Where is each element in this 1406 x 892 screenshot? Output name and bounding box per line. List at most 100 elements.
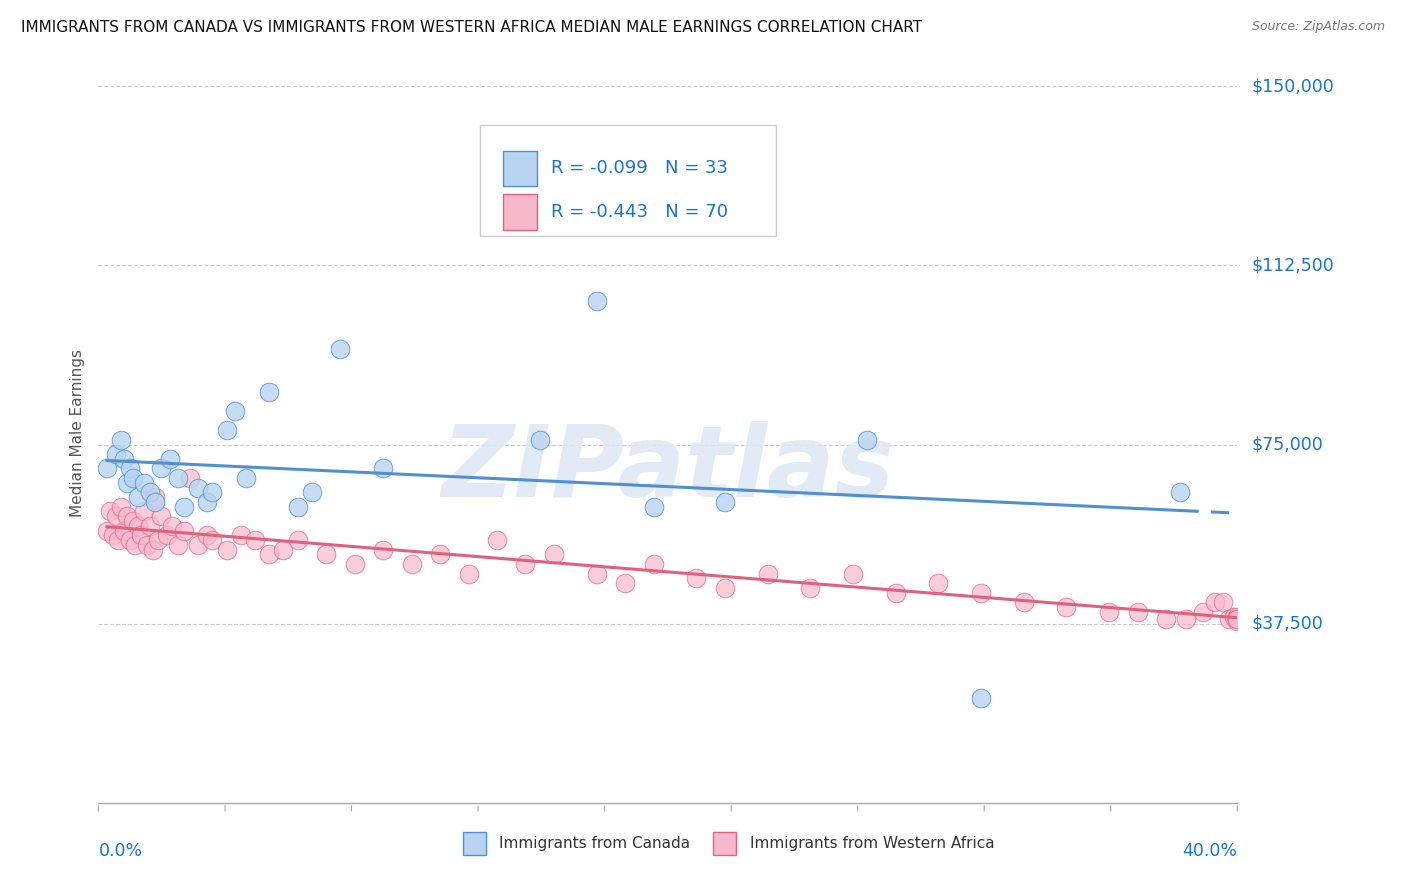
Point xyxy=(138,518,160,533)
Text: Immigrants from Canada: Immigrants from Canada xyxy=(499,836,690,851)
Point xyxy=(135,538,157,552)
Point xyxy=(104,509,127,524)
Point xyxy=(429,548,451,562)
Point xyxy=(315,548,337,562)
Point xyxy=(373,461,395,475)
Point xyxy=(187,538,209,552)
Point xyxy=(842,566,865,581)
Point xyxy=(121,471,143,485)
Point xyxy=(115,475,138,490)
Point xyxy=(1126,605,1149,619)
Point xyxy=(1212,595,1234,609)
Text: $37,500: $37,500 xyxy=(1251,615,1323,632)
Text: R = -0.443   N = 70: R = -0.443 N = 70 xyxy=(551,203,727,221)
Point xyxy=(585,294,607,309)
Point xyxy=(148,533,170,547)
Point xyxy=(259,384,281,399)
Point xyxy=(118,533,141,547)
Point xyxy=(145,490,167,504)
Point xyxy=(96,461,118,475)
Point xyxy=(401,557,423,571)
Point xyxy=(201,485,224,500)
Point xyxy=(1226,615,1249,629)
Point xyxy=(287,500,309,514)
Point xyxy=(343,557,366,571)
Y-axis label: Median Male Earnings: Median Male Earnings xyxy=(69,349,84,516)
Point xyxy=(229,528,252,542)
Point xyxy=(643,557,665,571)
Point xyxy=(96,524,118,538)
Point xyxy=(1192,605,1215,619)
Point xyxy=(167,471,190,485)
Point xyxy=(215,542,238,557)
Point xyxy=(132,475,155,490)
Point xyxy=(1170,485,1192,500)
Point xyxy=(150,509,173,524)
Point xyxy=(112,451,135,466)
Point xyxy=(124,538,146,552)
Point xyxy=(115,509,138,524)
Point xyxy=(98,504,121,518)
FancyBboxPatch shape xyxy=(463,832,485,855)
Point xyxy=(301,485,323,500)
Text: 40.0%: 40.0% xyxy=(1182,842,1237,860)
Point xyxy=(1223,609,1246,624)
Point xyxy=(129,528,152,542)
Point xyxy=(167,538,190,552)
Point xyxy=(150,461,173,475)
Point xyxy=(159,451,181,466)
Point xyxy=(145,495,167,509)
Point xyxy=(585,566,607,581)
Point xyxy=(287,533,309,547)
Point xyxy=(1226,612,1249,626)
Point xyxy=(110,500,132,514)
Point xyxy=(457,566,479,581)
Point xyxy=(215,423,238,437)
Point xyxy=(195,495,218,509)
Point xyxy=(141,542,163,557)
Point xyxy=(1226,612,1249,626)
Text: $112,500: $112,500 xyxy=(1251,256,1334,275)
Text: Immigrants from Western Africa: Immigrants from Western Africa xyxy=(749,836,994,851)
Text: Source: ZipAtlas.com: Source: ZipAtlas.com xyxy=(1251,20,1385,33)
Point xyxy=(685,571,707,585)
Point xyxy=(1226,609,1249,624)
Point xyxy=(104,447,127,461)
Text: $150,000: $150,000 xyxy=(1251,78,1334,95)
Point xyxy=(373,542,395,557)
Point xyxy=(107,533,129,547)
Point xyxy=(118,461,141,475)
Point xyxy=(1218,612,1240,626)
Point xyxy=(543,548,565,562)
Point xyxy=(121,514,143,528)
Point xyxy=(329,342,352,356)
Point xyxy=(1056,599,1078,614)
Point xyxy=(173,500,195,514)
Point xyxy=(1204,595,1226,609)
Text: R = -0.099   N = 33: R = -0.099 N = 33 xyxy=(551,160,727,178)
Point xyxy=(1098,605,1121,619)
Point xyxy=(856,433,879,447)
FancyBboxPatch shape xyxy=(479,126,776,236)
Point xyxy=(1175,612,1198,626)
Text: 0.0%: 0.0% xyxy=(98,842,142,860)
Point xyxy=(127,490,149,504)
Point xyxy=(1226,612,1249,626)
Point xyxy=(614,576,637,591)
FancyBboxPatch shape xyxy=(713,832,737,855)
Point xyxy=(179,471,201,485)
FancyBboxPatch shape xyxy=(503,194,537,230)
Point xyxy=(201,533,224,547)
FancyBboxPatch shape xyxy=(503,151,537,186)
Point xyxy=(112,524,135,538)
Point xyxy=(273,542,295,557)
Text: $75,000: $75,000 xyxy=(1251,435,1323,453)
Point xyxy=(515,557,537,571)
Point xyxy=(970,690,993,705)
Point xyxy=(884,585,907,599)
Text: ZIPatlas: ZIPatlas xyxy=(441,421,894,518)
Point xyxy=(195,528,218,542)
Point xyxy=(187,481,209,495)
Point xyxy=(714,495,737,509)
Point xyxy=(1154,612,1177,626)
